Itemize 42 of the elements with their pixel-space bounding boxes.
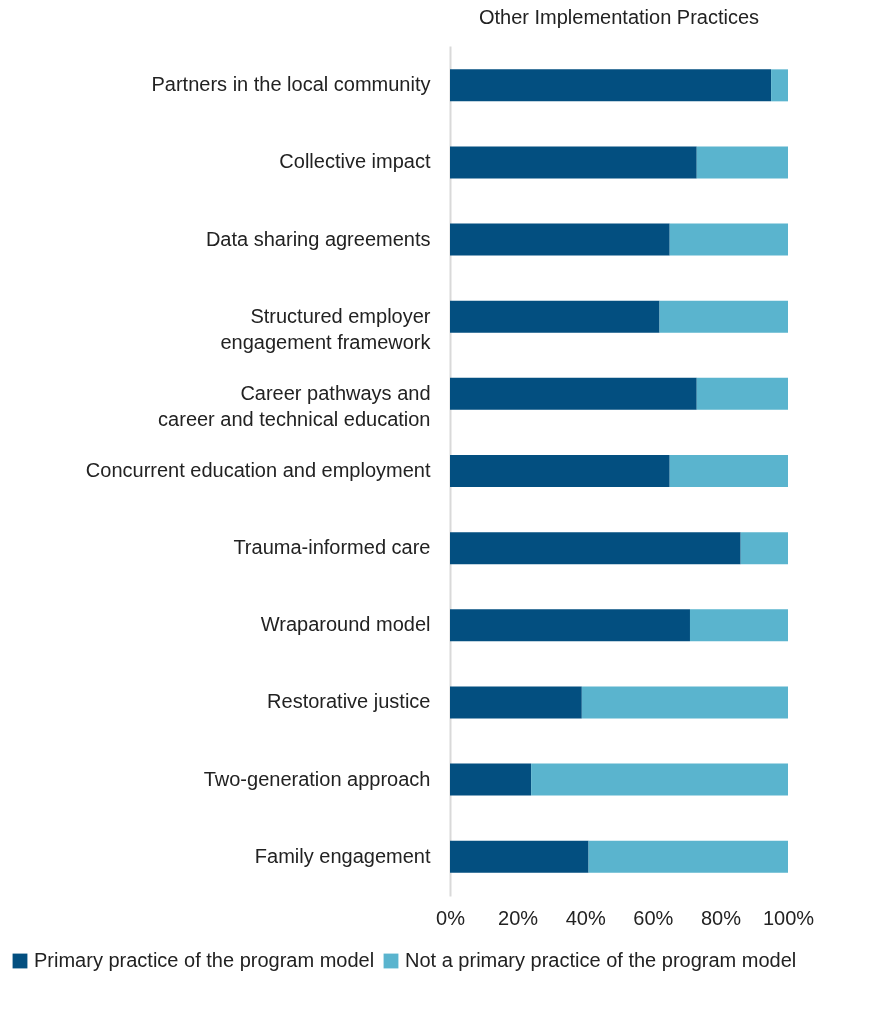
x-tick-label: 40% (565, 906, 606, 929)
bar (450, 532, 741, 565)
bar (450, 146, 697, 179)
x-tick-label: 80% (700, 906, 742, 929)
bar (689, 609, 788, 642)
bar (588, 840, 788, 873)
y-tick-label: Family engagement (254, 844, 431, 867)
bar (771, 69, 788, 102)
chart-title: Other Implementation Practices (478, 6, 760, 28)
y-tick-label: Data sharing agreements (205, 227, 431, 250)
y-tick-label: Trauma-informed care (233, 536, 431, 559)
bar (450, 69, 772, 102)
y-tick-label: Wraparound model (260, 613, 431, 636)
legend-label: Not a primary practice of the program model (405, 949, 797, 971)
bar (659, 300, 788, 333)
y-tick-label: Restorative justice (267, 690, 431, 713)
bar (740, 532, 788, 565)
y-tick-label: Collective impact (279, 150, 431, 173)
y-tick-label: Two-generation approach (203, 767, 431, 790)
x-tick-label: 20% (498, 906, 539, 929)
bar (450, 377, 697, 410)
y-tick-label: Career pathways and career and technical education (158, 381, 431, 430)
bar (450, 455, 670, 487)
bar (669, 455, 788, 487)
bar (450, 300, 660, 333)
y-tick-label: Concurrent education and employment (85, 459, 431, 481)
bar (450, 686, 582, 719)
bar (531, 763, 788, 796)
bar (450, 223, 670, 256)
y-tick-label: Structured employer engagement framework (220, 304, 432, 353)
bar (450, 609, 690, 642)
y-tick-label: Partners in the local community (151, 73, 431, 96)
bar (669, 223, 788, 256)
bar (581, 686, 788, 719)
bar (450, 840, 589, 873)
bar (450, 763, 532, 796)
x-tick-label: 100% (762, 906, 815, 929)
bar (696, 146, 788, 179)
x-tick-label: 60% (633, 906, 674, 929)
legend-label: Primary practice of the program model (34, 949, 375, 971)
bar (696, 377, 788, 410)
x-tick-label: 0% (436, 906, 466, 929)
